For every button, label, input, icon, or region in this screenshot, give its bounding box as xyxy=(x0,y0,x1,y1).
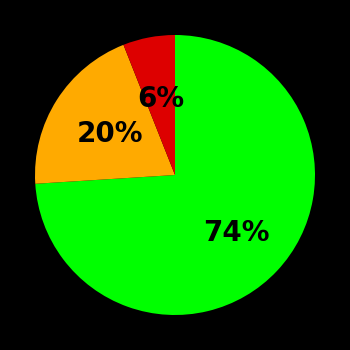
Wedge shape xyxy=(124,35,175,175)
Text: 20%: 20% xyxy=(77,120,143,148)
Text: 74%: 74% xyxy=(203,218,270,246)
Text: 6%: 6% xyxy=(137,85,184,113)
Wedge shape xyxy=(35,45,175,184)
Wedge shape xyxy=(35,35,315,315)
